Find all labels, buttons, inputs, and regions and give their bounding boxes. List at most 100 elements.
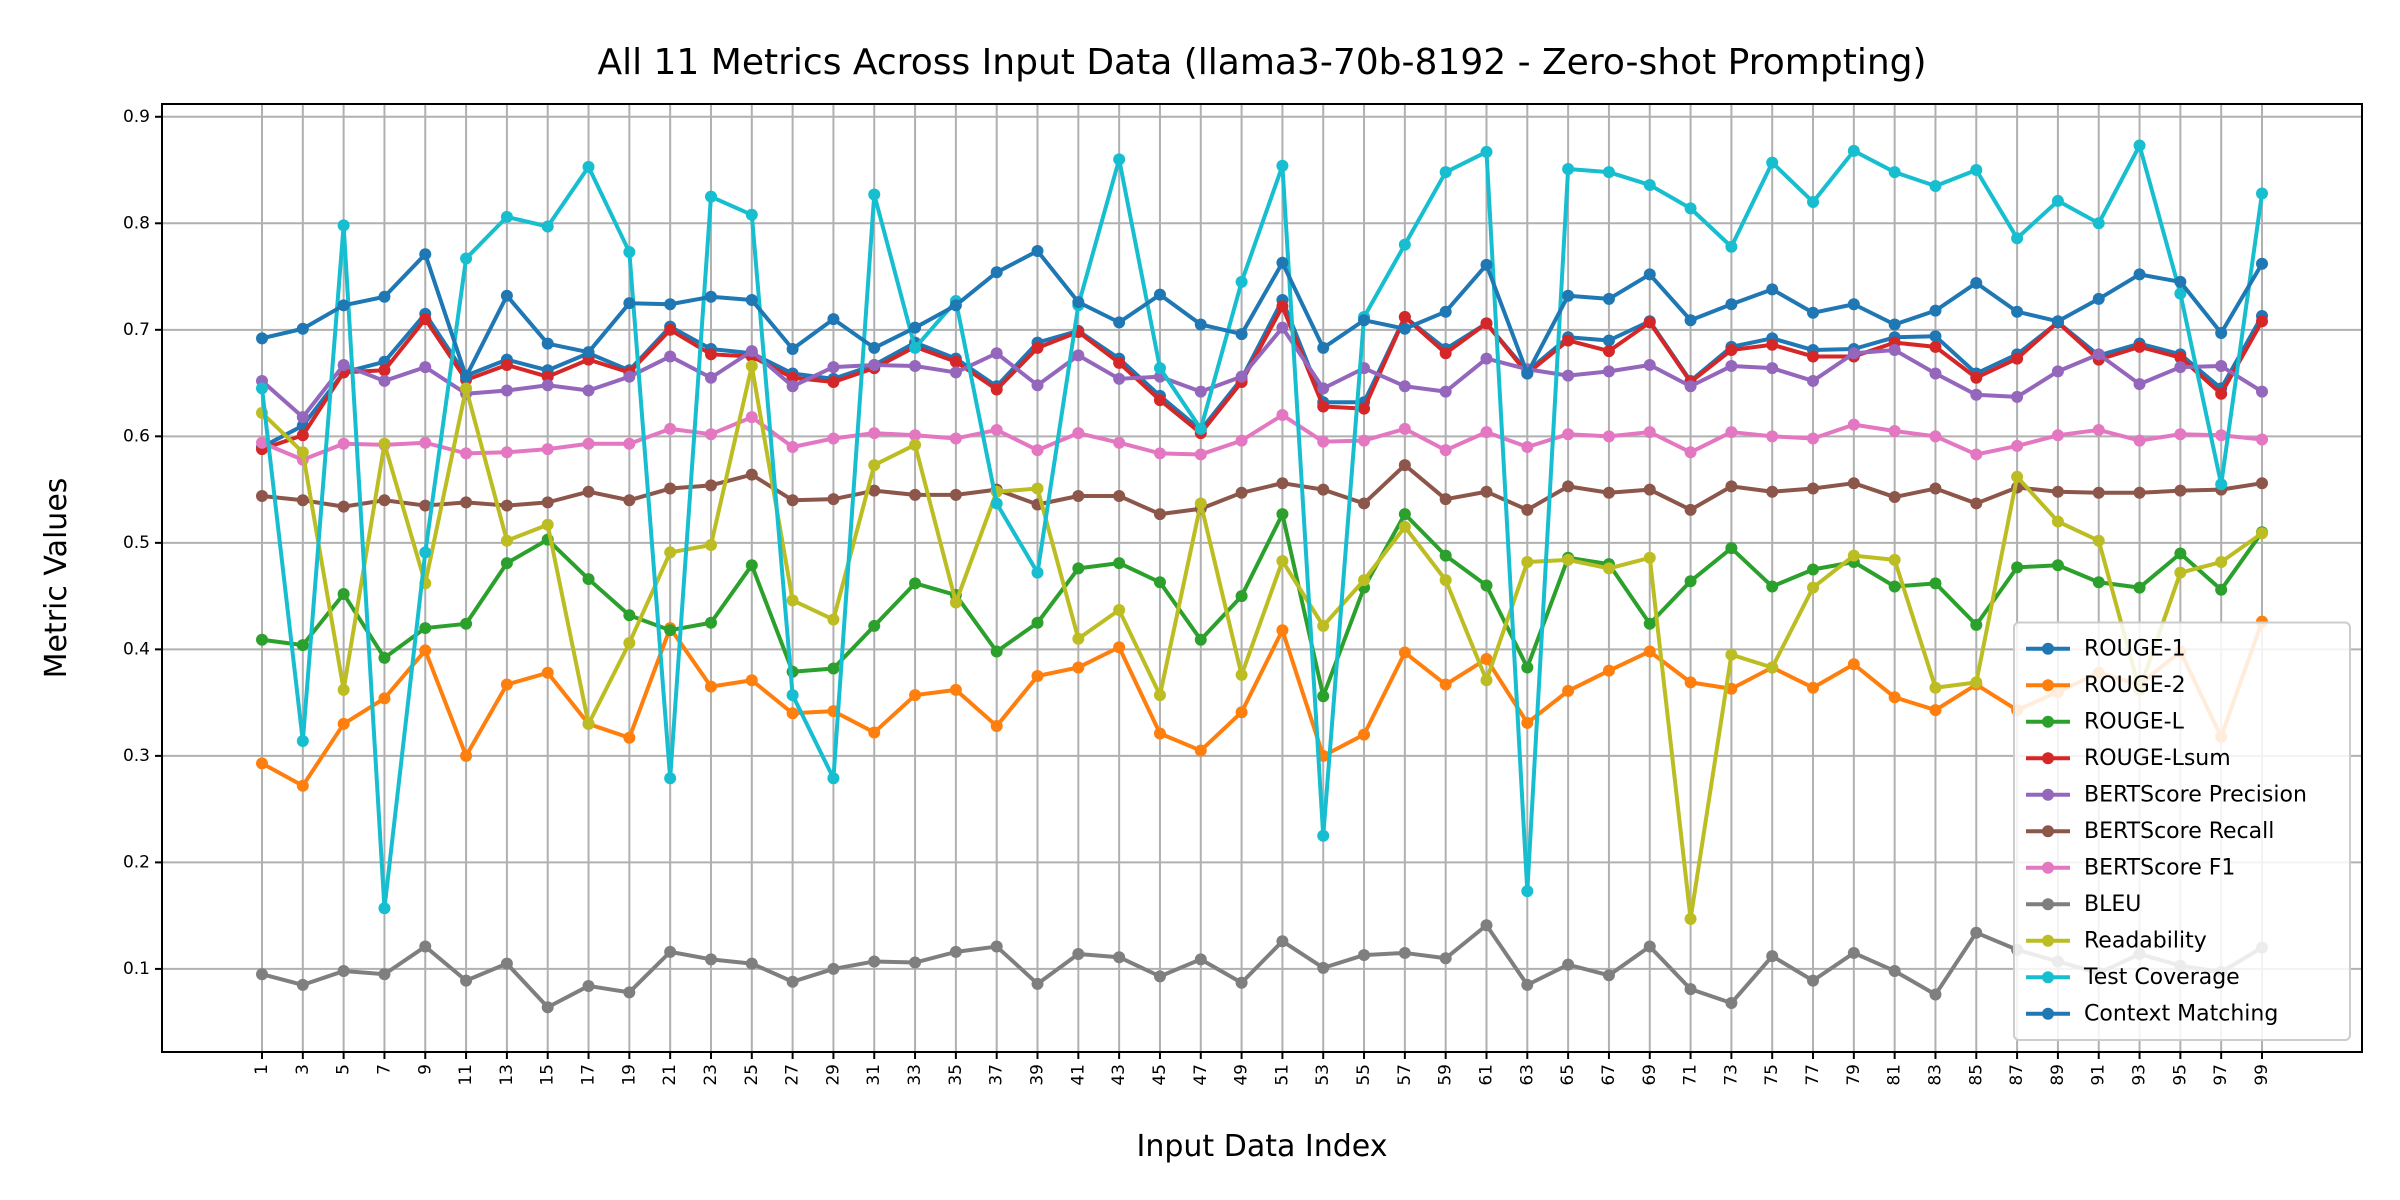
data-point [1602,430,1615,443]
data-point [460,496,473,509]
data-point [1970,371,1983,384]
data-point [2133,581,2146,594]
data-point [868,955,881,968]
x-tick-label: 37 [987,1064,1007,1086]
x-tick-label: 95 [2170,1064,2190,1086]
legend-label: ROUGE-1 [2084,636,2186,661]
data-point [909,956,922,969]
data-point [256,489,268,502]
data-point [1113,603,1126,616]
data-point [378,374,391,387]
data-point [1194,385,1207,398]
data-point [990,347,1003,360]
data-point [2215,478,2228,491]
data-point [2051,485,2064,498]
data-point [1807,563,1820,576]
data-point [2174,351,2187,364]
x-tick-label: 49 [1232,1064,1252,1086]
data-point [909,429,922,442]
data-point [1072,632,1085,645]
data-point [1276,554,1289,567]
data-point [1888,344,1901,357]
data-point [500,384,513,397]
data-point [582,485,595,498]
data-point [1194,497,1207,510]
data-point [500,557,513,570]
y-tick-label: 0.5 [123,533,150,553]
data-point [909,438,922,451]
data-point [1480,145,1493,158]
data-point [256,436,268,449]
data-point [1398,322,1411,335]
data-point [1153,970,1166,983]
data-point [337,358,350,371]
data-point [745,674,758,687]
data-point [1480,485,1493,498]
data-point [1766,485,1779,498]
data-point [2092,576,2105,589]
data-point [1276,159,1289,172]
data-point [623,297,636,310]
data-point [1643,316,1656,329]
data-point [745,293,758,306]
data-point [296,779,309,792]
data-point [1888,166,1901,179]
series-context-matching [256,244,2268,383]
data-point [1888,425,1901,438]
data-point [1031,977,1044,990]
data-point [1725,344,1738,357]
data-point [868,341,881,354]
data-point [786,975,799,988]
legend-label: BERTScore Recall [2084,819,2274,844]
data-point [623,986,636,999]
data-point [1235,590,1248,603]
data-point [1113,316,1126,329]
data-point [582,160,595,173]
data-point [582,346,595,359]
data-point [1970,497,1983,510]
data-point [256,968,268,981]
data-point [1072,427,1085,440]
data-point [1480,919,1493,932]
x-tick-label: 57 [1395,1064,1415,1086]
data-point [1562,684,1575,697]
data-point [1725,298,1738,311]
data-point [1398,459,1411,472]
legend-label: BERTScore F1 [2084,855,2235,880]
data-point [460,749,473,762]
data-point [786,380,799,393]
data-point [2051,315,2064,328]
data-point [1439,493,1452,506]
data-point [2051,559,2064,572]
data-point [623,370,636,383]
legend-item: BLEU [2026,892,2141,917]
data-point [2256,257,2268,270]
data-point [1276,409,1289,422]
x-tick-label: 17 [579,1064,599,1086]
legend-swatch-marker [2042,971,2054,984]
x-tick-label: 97 [2211,1064,2231,1086]
data-point [2051,429,2064,442]
data-point [2133,268,2146,281]
x-tick-label: 39 [1028,1064,1048,1086]
data-point [419,436,432,449]
data-point [827,493,840,506]
x-tick-label: 15 [538,1064,558,1086]
data-point [1929,430,1942,443]
x-tick-label: 89 [2048,1064,2068,1086]
series-bertscore-recall [256,459,2268,521]
data-point [786,440,799,453]
data-point [1766,950,1779,963]
data-point [1194,318,1207,331]
data-point [337,717,350,730]
legend-item: BERTScore Recall [2026,819,2274,844]
data-point [541,518,554,531]
data-point [1317,382,1330,395]
data-point [1643,268,1656,281]
data-point [1725,480,1738,493]
data-point [1643,178,1656,191]
legend-swatch-marker [2042,934,2054,947]
data-point [2092,217,2105,230]
data-point [378,651,391,664]
data-point [1153,727,1166,740]
